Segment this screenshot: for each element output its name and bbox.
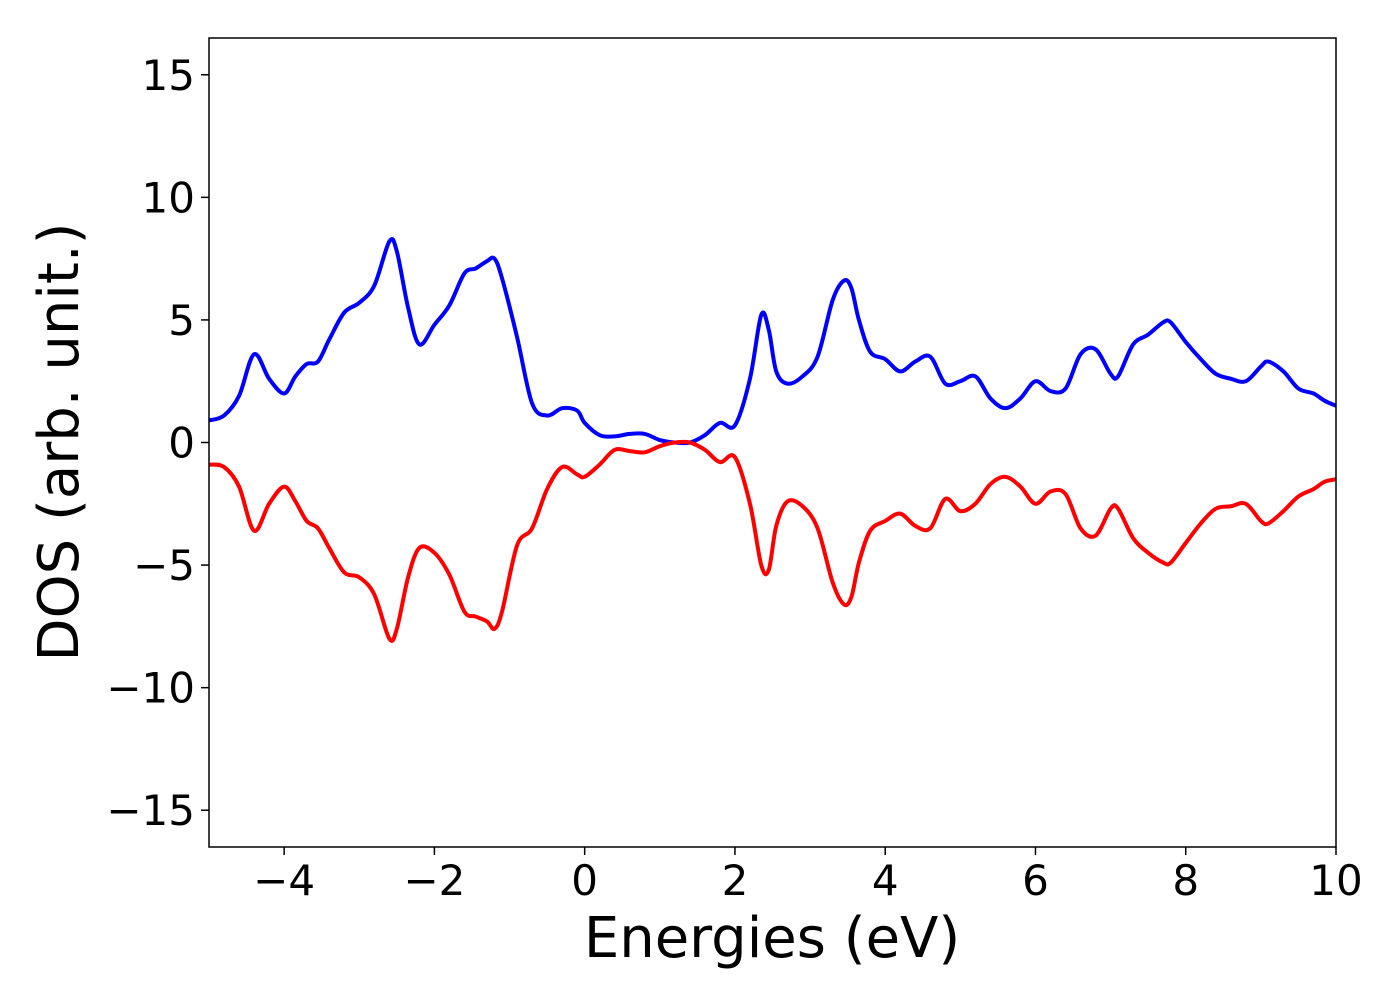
y-axis: −15 −10 −5 0 5 10 15 bbox=[106, 51, 209, 835]
y-tick-label: −15 bbox=[106, 786, 195, 835]
series-layer bbox=[209, 237, 1336, 643]
series-line-1 bbox=[209, 237, 1336, 446]
x-axis: −4 −2 0 2 4 6 8 10 bbox=[253, 847, 1363, 905]
y-axis-title: DOS (arb. unit.) bbox=[27, 222, 92, 661]
y-tick-label: 0 bbox=[168, 419, 195, 468]
y-tick-label: 10 bbox=[142, 173, 195, 222]
y-tick-label: −5 bbox=[133, 541, 195, 590]
x-tick-label: 4 bbox=[872, 856, 899, 905]
x-axis-title: Energies (eV) bbox=[584, 906, 960, 971]
x-tick-label: 2 bbox=[722, 856, 749, 905]
series-line-2 bbox=[209, 439, 1336, 643]
y-tick-label: 5 bbox=[168, 296, 195, 345]
x-tick-label: −2 bbox=[403, 856, 465, 905]
x-tick-label: 10 bbox=[1309, 856, 1362, 905]
y-tick-label: −10 bbox=[106, 664, 195, 713]
x-tick-label: 0 bbox=[571, 856, 598, 905]
x-tick-label: 6 bbox=[1022, 856, 1049, 905]
x-tick-label: 8 bbox=[1172, 856, 1199, 905]
x-tick-label: −4 bbox=[253, 856, 315, 905]
y-tick-label: 15 bbox=[142, 51, 195, 100]
